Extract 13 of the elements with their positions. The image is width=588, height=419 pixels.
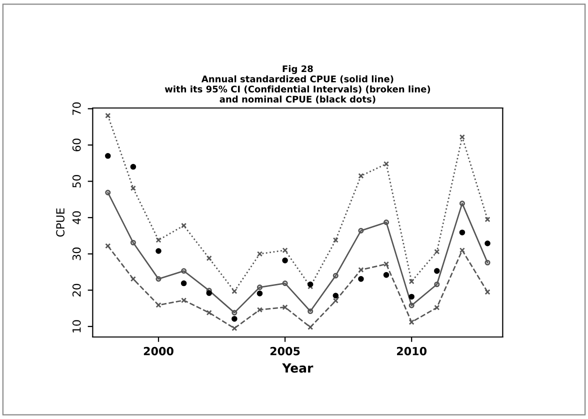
y-tick-label: 70 (72, 102, 81, 115)
y-tick-label: 20 (72, 284, 81, 296)
y-tick-label: 30 (72, 248, 81, 260)
x-tick-label: 2010 (397, 346, 427, 356)
x-tick-label: 2000 (144, 346, 174, 356)
y-tick-label: 10 (72, 320, 81, 332)
y-tick-label: 40 (72, 211, 81, 224)
y-axis-title: CPUE (56, 208, 65, 237)
y-tick-label: 50 (72, 174, 81, 188)
y-tick-label: 60 (72, 138, 81, 152)
x-axis-title: Year (282, 363, 314, 373)
chart-title: Fig 28 Annual standardized CPUE (solid line) with its 95% CI (Confidential Intervals) (broken line) and nominal CPUE (black dots) (164, 65, 430, 104)
x-tick-label: 2005 (270, 346, 300, 356)
